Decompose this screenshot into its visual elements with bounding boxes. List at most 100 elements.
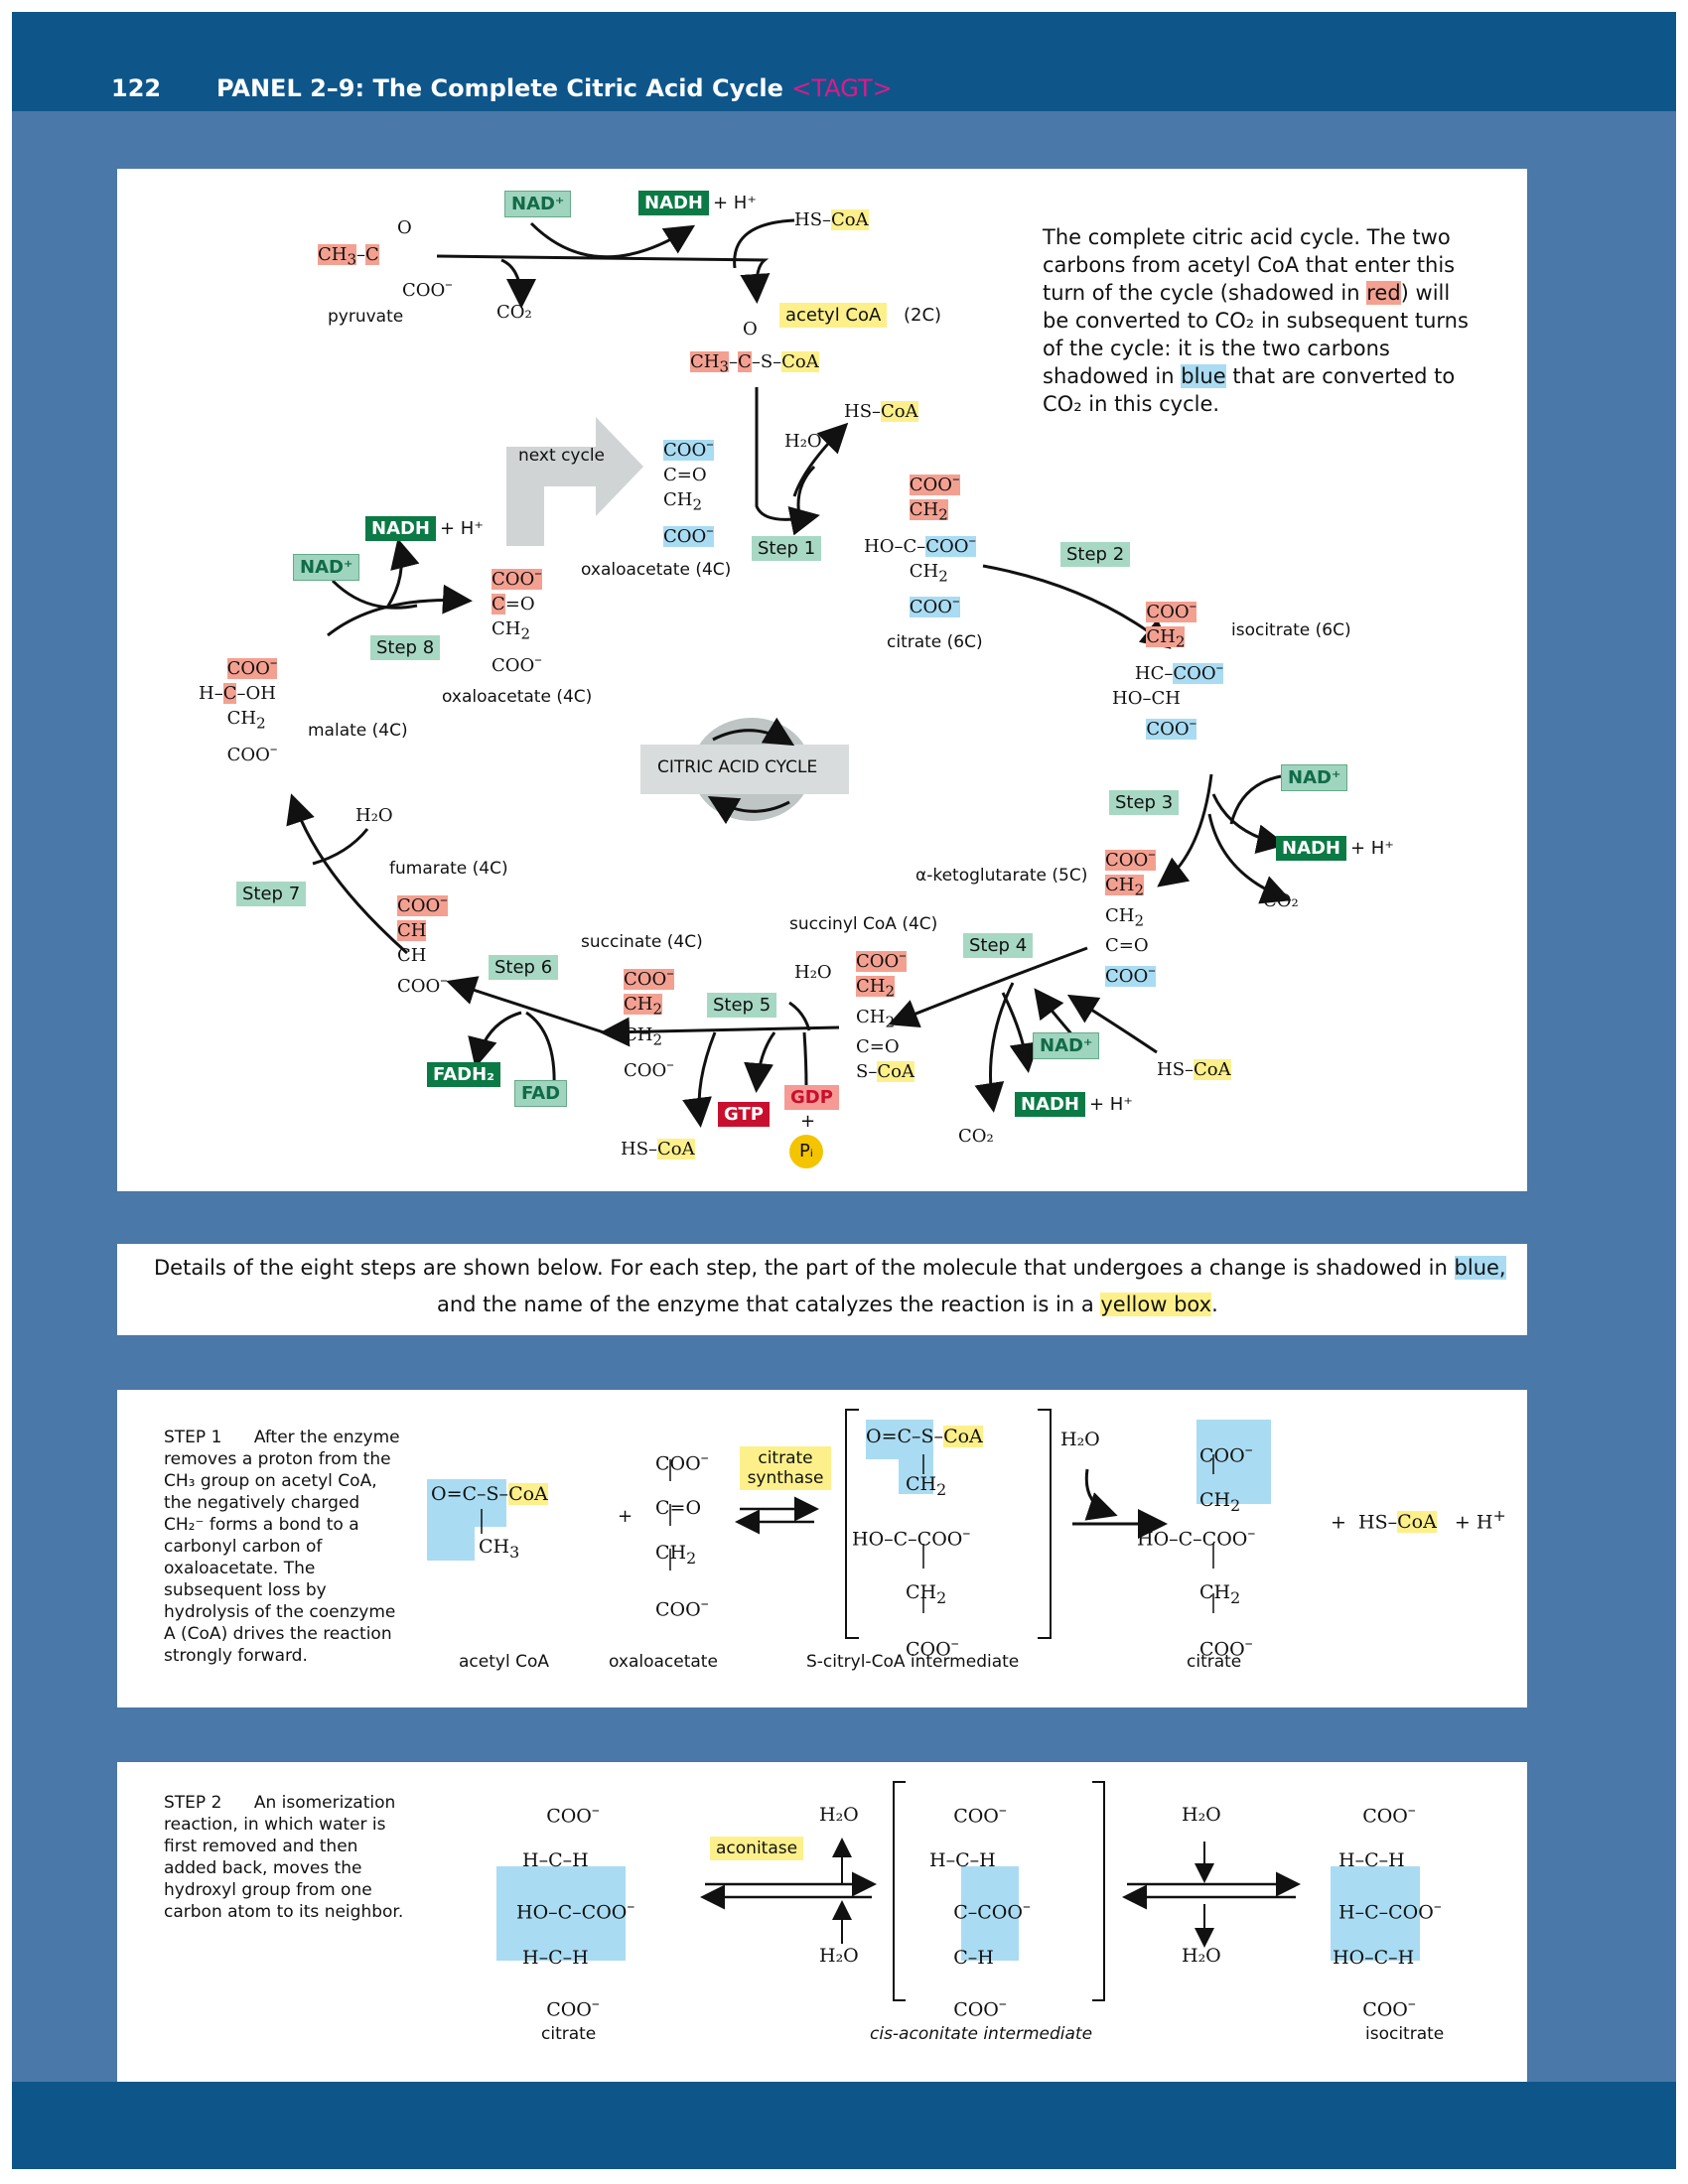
- hs-coa-top: HS–CoA: [794, 209, 869, 231]
- caption-line: of the cycle: it is the two carbons: [1043, 337, 1390, 360]
- nad-badge-step4: NAD⁺: [1033, 1032, 1100, 1059]
- next-cycle-label: next cycle: [518, 446, 606, 466]
- caption-line: The complete citric acid cycle. The two: [1043, 225, 1451, 249]
- acetyl-o: O: [743, 319, 758, 340]
- step2-line: reaction, in which water is: [164, 1815, 386, 1835]
- step-1-tag: Step 1: [752, 536, 822, 561]
- step2-line: hydroxyl group from one: [164, 1880, 372, 1900]
- step2-heading: STEP 2 An isomerization: [164, 1792, 403, 1814]
- step2-title: STEP 2: [164, 1793, 222, 1813]
- plus-h-pyruvate: + H⁺: [713, 193, 757, 213]
- step2-label-isocitrate: isocitrate: [1365, 2024, 1445, 2044]
- fad-badge: FAD: [514, 1080, 568, 1107]
- step2-text-head: An isomerization: [253, 1793, 396, 1813]
- step1-line: oxaloacetate. The: [164, 1559, 316, 1578]
- co2-step3: CO₂: [1263, 890, 1299, 911]
- succinyl-coa-structure: COO– CH2 CH2 C=O S–CoA: [856, 946, 914, 1083]
- nad-badge-step8: NAD⁺: [293, 554, 360, 581]
- step1-title: STEP 1: [164, 1428, 222, 1447]
- step1-label-oxaloacetate: oxaloacetate: [609, 1652, 718, 1672]
- details-text: Details of the eight steps are shown bel…: [154, 1256, 1448, 1280]
- oxaloacetate-left-structure: COO– C=O CH2 COO–: [492, 564, 542, 676]
- step1-intermediate-bottom: CH2 COO–: [906, 1581, 959, 1661]
- oxaloacetate-left-label: oxaloacetate (4C): [442, 687, 593, 707]
- step-4-tag: Step 4: [963, 933, 1034, 958]
- step1-citrate-top: COO– CH2: [1199, 1439, 1253, 1516]
- step2-citrate-structure: COO– H–C–H HO–C–COO– H–C–H COO–: [516, 1800, 635, 2020]
- citrate-step2-highlight: [496, 1866, 626, 1961]
- hs-coa-step1: HS–CoA: [844, 401, 918, 422]
- akg-structure: COO– CH2 CH2 C=O COO–: [1105, 845, 1156, 988]
- citrate-synthase-enzyme: citrate synthase: [740, 1446, 831, 1490]
- step1-line: subsequent loss by: [164, 1580, 327, 1600]
- details-text: .: [1211, 1293, 1218, 1316]
- cycle-panel: [117, 169, 1527, 1191]
- pyruvate-ch3c: CH3–C: [318, 244, 379, 269]
- step1-acetyl-ch3: CH3: [479, 1536, 520, 1562]
- malate-structure: COO– H–C–OH CH2 COO–: [199, 653, 278, 765]
- cycle-caption: The complete citric acid cycle. The two …: [1043, 223, 1469, 418]
- step2-text: STEP 2 An isomerization reaction, in whi…: [164, 1792, 403, 1923]
- step1-line: hydrolysis of the coenzyme: [164, 1602, 396, 1622]
- succinate-label: succinate (4C): [581, 932, 703, 952]
- title-tag: <TAGT>: [791, 74, 893, 102]
- step2-panel: [117, 1762, 1527, 2082]
- nad-badge-step3: NAD⁺: [1281, 764, 1348, 791]
- isocitrate-step2-highlight: [1331, 1866, 1420, 1961]
- succinyl-coa-label: succinyl CoA (4C): [789, 914, 938, 934]
- step2-label-citrate: citrate: [541, 2024, 597, 2044]
- details-panel: [117, 1244, 1527, 1335]
- step1-heading: STEP 1 After the enzyme: [164, 1427, 400, 1448]
- citrate-label: citrate (6C): [887, 632, 983, 652]
- step2-label-aconitate: cis-aconitate intermediate: [870, 2024, 1093, 2044]
- h2o-step1: H₂O: [784, 431, 822, 452]
- step-3-tag: Step 3: [1109, 790, 1180, 815]
- isocitrate-structure: COO– CH2 HC–COO– HO–CH COO–: [1112, 597, 1224, 740]
- step1-label-acetyl: acetyl CoA: [459, 1652, 549, 1672]
- two-c-label: (2C): [904, 305, 942, 326]
- details-line-1: Details of the eight steps are shown bel…: [154, 1254, 1506, 1282]
- step1-text: STEP 1 After the enzyme removes a proton…: [164, 1427, 400, 1667]
- coa-text: CoA: [831, 209, 869, 230]
- succinate-structure: COO– CH2 CH2 COO–: [624, 964, 674, 1082]
- cycle-center-bar: [640, 745, 849, 794]
- step1-panel: [117, 1390, 1527, 1707]
- h2o-step5: H₂O: [794, 962, 832, 983]
- caption-line: CO₂ in this cycle.: [1043, 392, 1220, 416]
- page-number: 122: [111, 74, 162, 102]
- acetyl-highlight: [427, 1479, 506, 1561]
- step1-intermediate-ch2: CH2: [906, 1473, 947, 1499]
- pyruvate-coo: COO–: [402, 275, 453, 301]
- step1-plus: +: [618, 1506, 633, 1527]
- details-text: and the name of the enzyme that catalyze…: [437, 1293, 1094, 1316]
- step-5-tag: Step 5: [707, 993, 777, 1018]
- step1-line: strongly forward.: [164, 1646, 308, 1666]
- footer-band: [12, 2082, 1676, 2169]
- step2-line: added back, moves the: [164, 1858, 362, 1878]
- step1-line: carbonyl carbon of: [164, 1537, 323, 1557]
- caption-red-word: red: [1366, 281, 1401, 305]
- oxaloacetate-top-label: oxaloacetate (4C): [581, 560, 732, 580]
- step1-line: A (CoA) drives the reaction: [164, 1624, 392, 1644]
- plus-sign-gdp: +: [800, 1111, 816, 1132]
- details-line-2: and the name of the enzyme that catalyze…: [437, 1291, 1218, 1318]
- co2-pyruvate: CO₂: [496, 302, 532, 323]
- step1-intermediate-top: O=C–S–CoA: [866, 1426, 983, 1447]
- step-7-tag: Step 7: [236, 882, 307, 906]
- page-title: PANEL 2–9: The Complete Citric Acid Cycl…: [216, 74, 893, 102]
- step2-h2o-right-bottom: H₂O: [1182, 1945, 1221, 1967]
- caption-segment: that are converted to: [1232, 364, 1456, 388]
- gtp-badge: GTP: [718, 1102, 770, 1127]
- step1-line: CH₂⁻ forms a bond to a: [164, 1515, 359, 1535]
- step1-intermediate-mid: HO–C–COO–: [852, 1523, 971, 1551]
- nadh-badge-step3: NADH: [1276, 836, 1347, 861]
- title-text: PANEL 2–9: The Complete Citric Acid Cycl…: [216, 74, 783, 102]
- fumarate-label: fumarate (4C): [389, 859, 508, 879]
- caption-blue-word: blue: [1181, 364, 1226, 388]
- details-yellow-word: yellow box: [1100, 1293, 1212, 1316]
- nadh-badge-pyruvate: NADH: [638, 191, 710, 215]
- step1-line: CH₃ group on acetyl CoA,: [164, 1471, 377, 1491]
